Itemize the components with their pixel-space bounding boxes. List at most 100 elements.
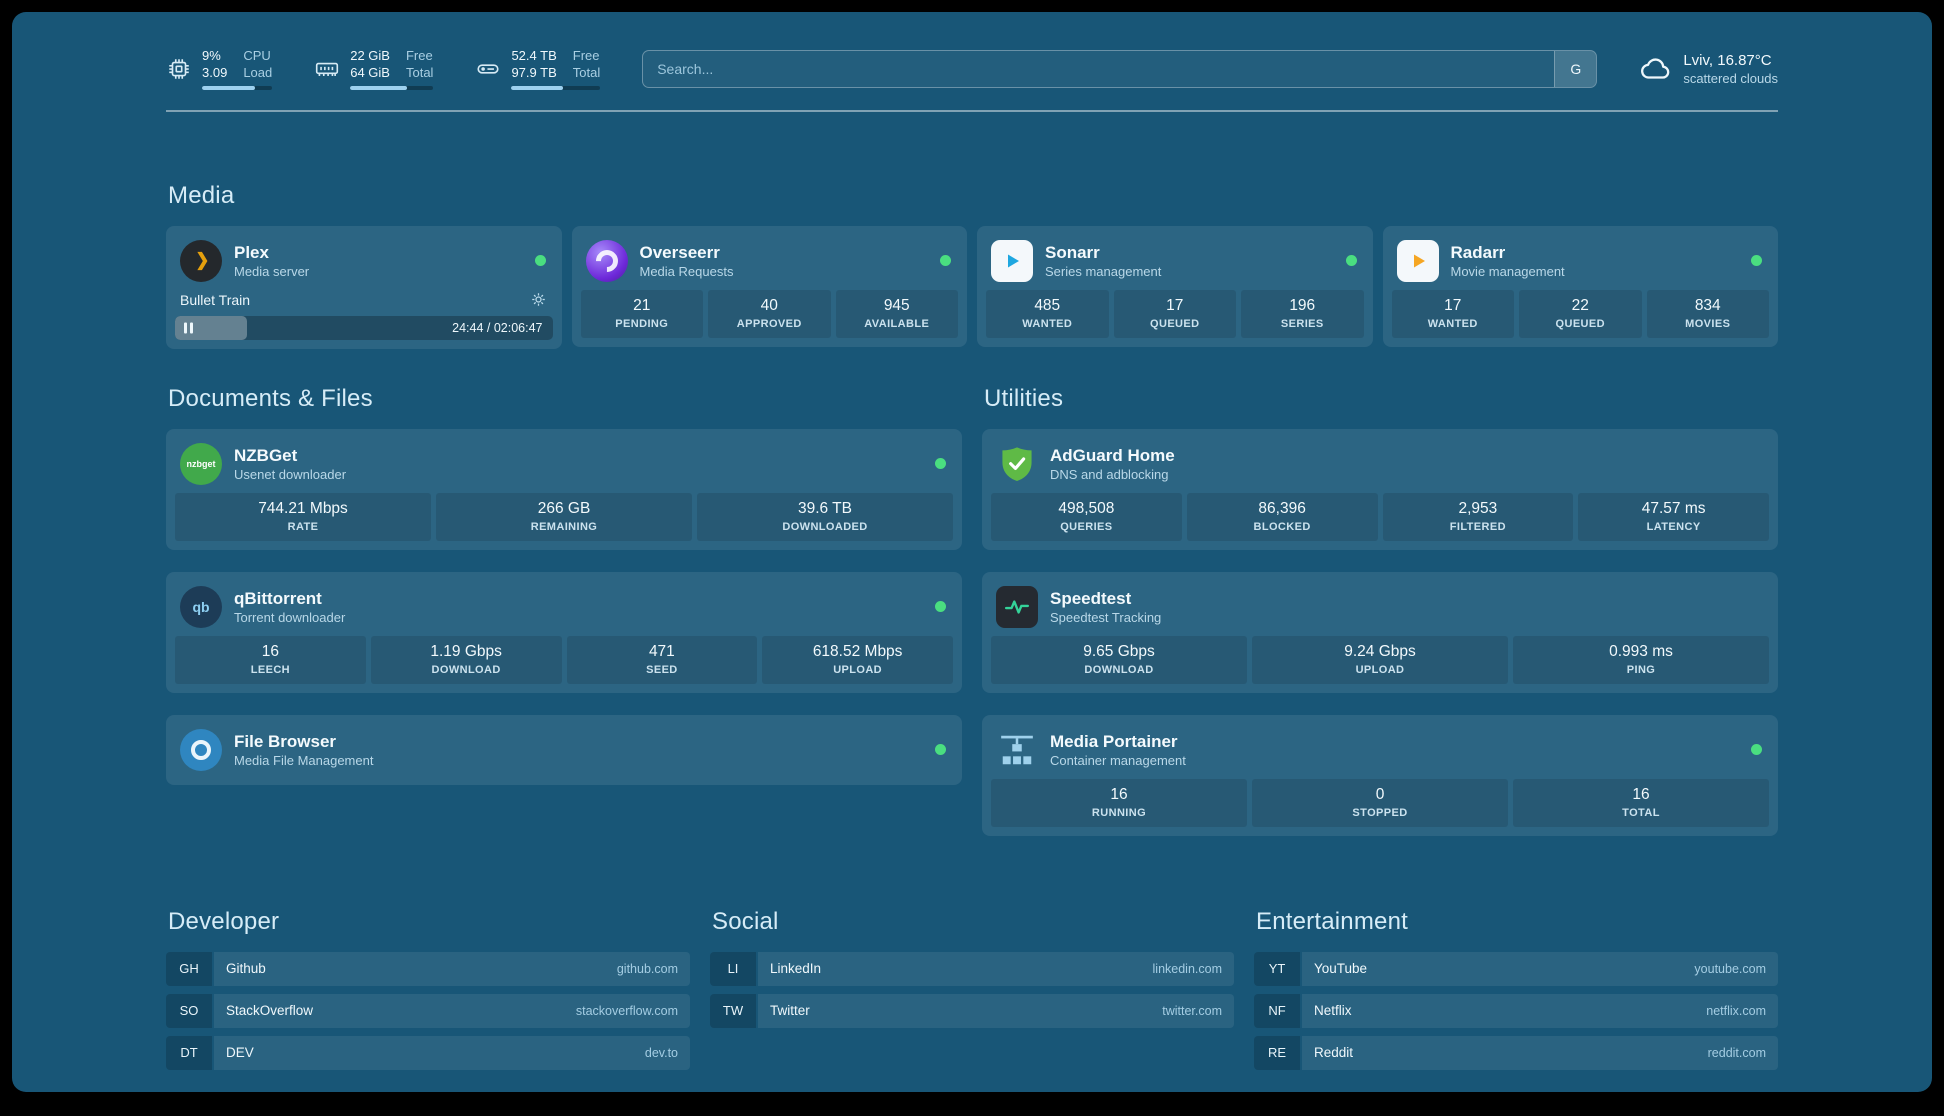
portainer-card[interactable]: Media Portainer Container management 16 … <box>982 714 1778 836</box>
status-dot <box>1751 255 1762 267</box>
stat-label: SEED <box>646 663 678 676</box>
cpu-icon <box>169 59 189 79</box>
bookmark-row-linkedin[interactable]: LI LinkedIn linkedin.com <box>710 951 1234 986</box>
gear-icon[interactable] <box>531 292 546 307</box>
sonarr-icon <box>991 239 1033 282</box>
stat-value: 9.65 Gbps <box>1083 642 1155 660</box>
dashboard-page: 9% CPU 3.09 Load <box>12 12 1932 1092</box>
stat-value: 744.21 Mbps <box>258 499 348 517</box>
stat-box: 86,396 BLOCKED <box>1186 492 1378 541</box>
stat-value: 498,508 <box>1058 499 1115 517</box>
bookmark-name: Github <box>226 961 266 977</box>
qbittorrent-card[interactable]: qb qBittorrent Torrent downloader 16 LEE… <box>166 571 962 693</box>
stat-label: DOWNLOADED <box>782 520 868 533</box>
cloud-icon <box>1641 58 1670 79</box>
stat-label: WANTED <box>1427 317 1478 330</box>
card-title: NZBGet <box>234 446 298 466</box>
plex-card[interactable]: Plex Media server Bullet Train <box>166 225 562 349</box>
disk-progress-fill <box>511 85 563 90</box>
overseerr-icon <box>585 239 628 282</box>
card-title: Media Portainer <box>1050 732 1178 752</box>
stat-box: 16 RUNNING <box>991 778 1247 827</box>
section-title-entertainment: Entertainment <box>1256 907 1409 935</box>
resource-widgets: 9% CPU 3.09 Load <box>166 48 601 90</box>
bookmark-row-dev[interactable]: DT DEV dev.to <box>166 1035 690 1070</box>
stat-box: 0 STOPPED <box>1252 778 1508 827</box>
section-title-documents: Documents & Files <box>168 384 373 412</box>
card-subtitle: Container management <box>1050 753 1186 769</box>
stat-value: 618.52 Mbps <box>812 642 903 660</box>
card-subtitle: Series management <box>1045 264 1162 280</box>
stat-label: UPLOAD <box>1355 663 1405 676</box>
card-subtitle: Media Requests <box>639 264 734 280</box>
stat-label: QUEUED <box>1150 317 1200 330</box>
bookmark-url: dev.to <box>644 1045 678 1060</box>
memory-free-label: Free <box>405 48 433 63</box>
search-input[interactable] <box>643 50 1555 87</box>
bookmark-row-stackoverflow[interactable]: SO StackOverflow stackoverflow.com <box>166 993 690 1028</box>
status-dot <box>940 255 951 267</box>
sonarr-card[interactable]: Sonarr Series management 485 WANTED 17 Q… <box>977 225 1373 347</box>
stat-box: 21 PENDING <box>580 289 703 338</box>
weather-widget: Lviv, 16.87°C scattered clouds <box>1639 52 1778 86</box>
overseerr-card[interactable]: Overseerr Media Requests 21 PENDING 40 A… <box>571 225 967 347</box>
load-label: Load <box>243 64 273 80</box>
bookmark-url: linkedin.com <box>1152 961 1222 976</box>
stat-box: 22 QUEUED <box>1519 289 1642 338</box>
stat-box: 618.52 Mbps UPLOAD <box>762 635 953 684</box>
bookmark-row-netflix[interactable]: NF Netflix netflix.com <box>1254 993 1778 1028</box>
playback-progressbar[interactable]: 24:44 / 02:06:47 <box>175 315 553 340</box>
bookmark-url: stackoverflow.com <box>575 1003 678 1018</box>
bookmark-url: youtube.com <box>1694 961 1766 976</box>
stat-value: 22 <box>1571 296 1589 314</box>
stat-value: 86,396 <box>1258 499 1306 517</box>
bookmark-name: Netflix <box>1314 1003 1352 1019</box>
cpu-progressbar <box>202 85 273 90</box>
nzbget-card[interactable]: nzbget NZBGet Usenet downloader 744.21 M… <box>166 428 962 550</box>
disk-free-label: Free <box>572 48 600 63</box>
stat-value: 16 <box>261 642 279 660</box>
stat-box: 744.21 Mbps RATE <box>175 492 431 541</box>
stat-box: 2,953 FILTERED <box>1382 492 1574 541</box>
bookmark-row-reddit[interactable]: RE Reddit reddit.com <box>1254 1035 1778 1070</box>
disk-free: 52.4 TB <box>511 48 557 63</box>
bookmark-row-youtube[interactable]: YT YouTube youtube.com <box>1254 951 1778 986</box>
portainer-icon <box>996 729 1038 771</box>
stat-label: SERIES <box>1280 317 1324 330</box>
pause-button[interactable] <box>184 322 193 334</box>
stat-value: 16 <box>1110 785 1128 803</box>
stat-label: PING <box>1626 663 1656 676</box>
bookmark-url: twitter.com <box>1162 1003 1222 1018</box>
stat-label: WANTED <box>1022 317 1073 330</box>
stat-label: QUERIES <box>1060 520 1113 533</box>
stat-box: 47.57 ms LATENCY <box>1578 492 1769 541</box>
card-subtitle: DNS and adblocking <box>1050 467 1169 483</box>
memory-icon <box>316 62 339 76</box>
stat-label: APPROVED <box>736 317 802 330</box>
speedtest-card[interactable]: Speedtest Speedtest Tracking 9.65 Gbps D… <box>982 571 1778 693</box>
search-provider-button[interactable]: G <box>1554 50 1597 87</box>
card-subtitle: Movie management <box>1450 264 1565 280</box>
disk-icon <box>477 64 500 74</box>
radarr-card[interactable]: Radarr Movie management 17 WANTED 22 QUE… <box>1382 225 1778 347</box>
status-dot <box>935 601 946 613</box>
section-title-social: Social <box>712 907 779 935</box>
stat-label: FILTERED <box>1449 520 1506 533</box>
stat-label: QUEUED <box>1555 317 1605 330</box>
speedtest-stats: 9.65 Gbps DOWNLOAD 9.24 Gbps UPLOAD 0.99… <box>990 635 1770 685</box>
stat-value: 945 <box>883 296 910 314</box>
stat-value: 17 <box>1444 296 1462 314</box>
disk-total: 97.9 TB <box>511 64 557 80</box>
qbittorrent-icon: qb <box>180 585 222 628</box>
stat-box: 945 AVAILABLE <box>835 289 958 338</box>
filebrowser-card[interactable]: File Browser Media File Management <box>166 714 962 785</box>
bookmark-abbr: TW <box>710 993 756 1028</box>
stat-box: 40 APPROVED <box>708 289 831 338</box>
adguard-card[interactable]: AdGuard Home DNS and adblocking 498,508 … <box>982 428 1778 550</box>
bookmark-row-github[interactable]: GH Github github.com <box>166 951 690 986</box>
card-title: qBittorrent <box>234 589 322 609</box>
nzbget-icon: nzbget <box>180 442 222 485</box>
cpu-usage: 9% <box>202 48 221 63</box>
bookmark-row-twitter[interactable]: TW Twitter twitter.com <box>710 993 1234 1028</box>
stat-label: DOWNLOAD <box>1084 663 1154 676</box>
